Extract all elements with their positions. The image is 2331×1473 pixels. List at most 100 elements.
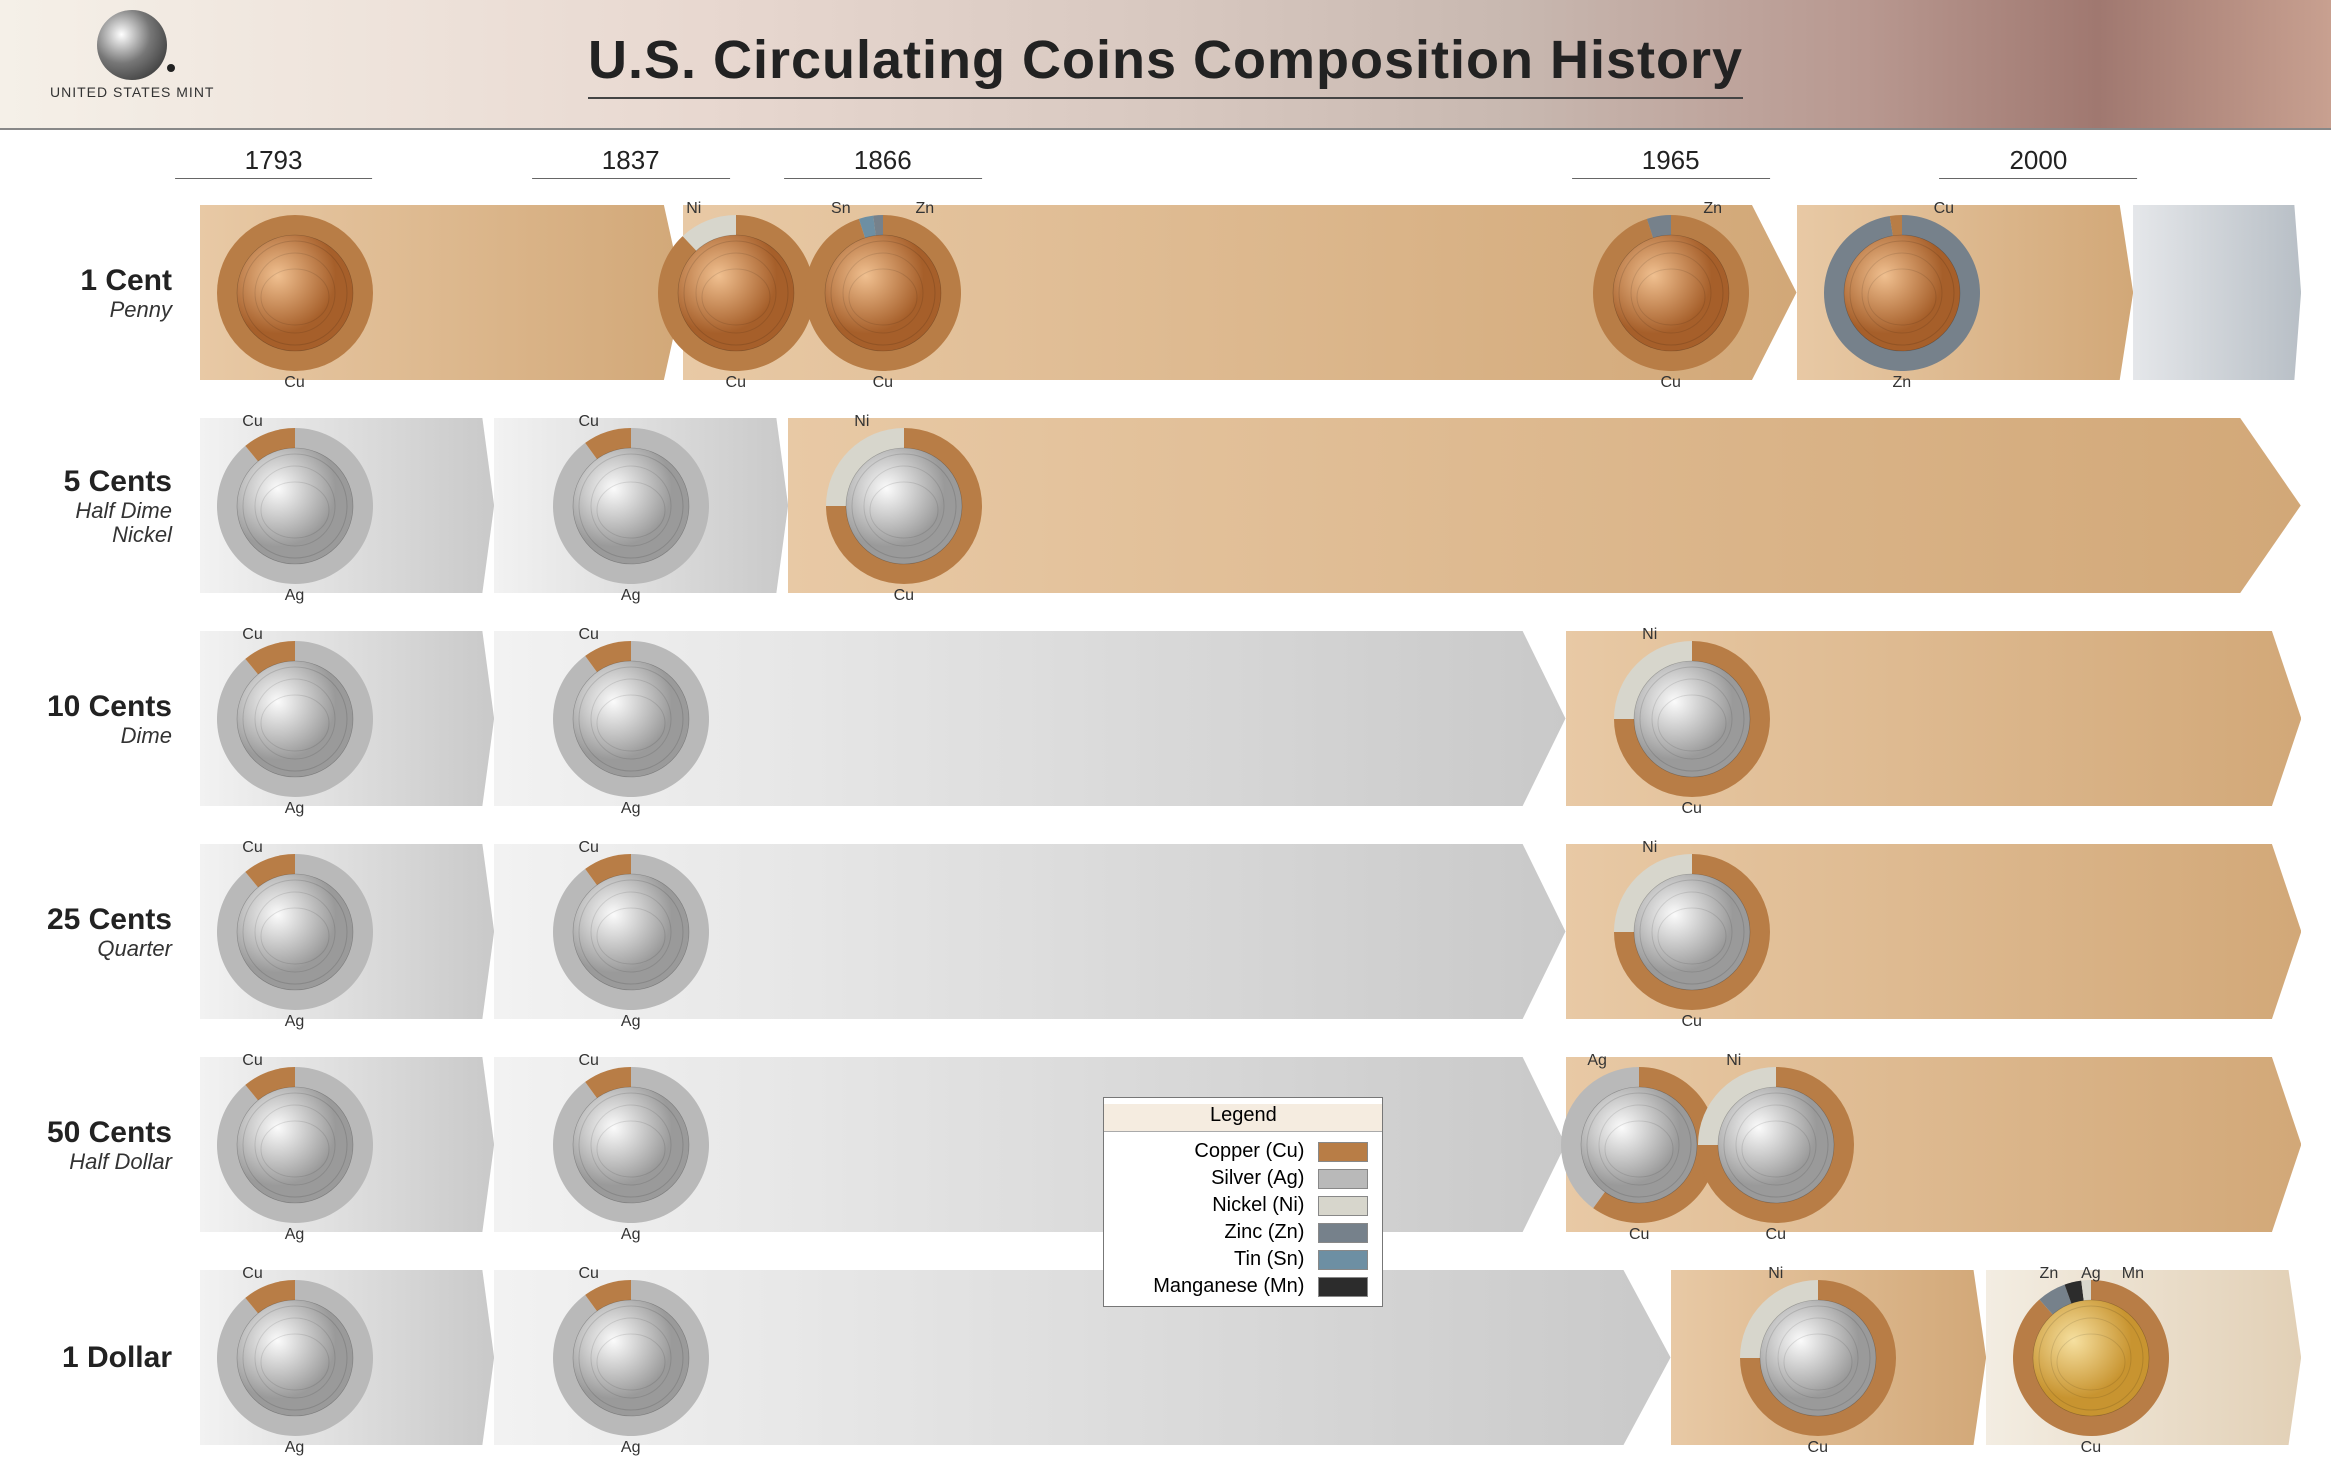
coin-row: 1 CentPenny Cu <box>0 195 2331 390</box>
element-symbol: Ag <box>621 1439 641 1457</box>
year-axis: 17931837186619652000 <box>200 145 2301 185</box>
row-track: AgCu AgCu CuNi <box>200 844 2301 1019</box>
element-symbol: Ni <box>1642 626 1657 644</box>
denom-nickname: Dime <box>0 723 172 747</box>
element-symbol: Cu <box>894 587 914 605</box>
element-symbol: Ag <box>285 1226 305 1244</box>
legend-swatch <box>1318 1196 1368 1216</box>
coin-pie: AgCu <box>551 852 711 1012</box>
element-symbol: Cu <box>578 626 598 644</box>
element-symbol: Cu <box>242 413 262 431</box>
element-symbol: Cu <box>578 413 598 431</box>
denom-nickname: Quarter <box>0 936 172 960</box>
element-symbol: Cu <box>1660 374 1680 392</box>
denom-nickname: Half DimeNickel <box>0 498 172 546</box>
coin-pie: CuNi <box>656 213 816 373</box>
element-symbol: Ag <box>621 1226 641 1244</box>
element-symbol: Ag <box>285 587 305 605</box>
legend-row: Nickel (Ni) <box>1104 1192 1382 1219</box>
element-symbol: Ag <box>621 587 641 605</box>
legend-label: Silver (Ag) <box>1211 1167 1304 1190</box>
element-symbol: Ag <box>285 1439 305 1457</box>
denom-value: 25 Cents <box>0 902 172 936</box>
coin-pie: AgCu <box>215 852 375 1012</box>
element-symbol: Sn <box>831 200 851 218</box>
legend-label: Nickel (Ni) <box>1212 1194 1304 1217</box>
coin-pie: AgCu <box>551 1065 711 1225</box>
element-symbol: Ni <box>686 200 701 218</box>
element-symbol: Ag <box>621 800 641 818</box>
denom-nickname: Penny <box>0 297 172 321</box>
coin-pie: AgCu <box>551 639 711 799</box>
coin-row: 10 CentsDime AgCu AgC <box>0 621 2331 816</box>
denom-value: 5 Cents <box>0 464 172 498</box>
coin-pie: AgCu <box>551 426 711 586</box>
legend-label: Zinc (Zn) <box>1224 1221 1304 1244</box>
legend-swatch <box>1318 1169 1368 1189</box>
element-symbol: Ag <box>285 1013 305 1031</box>
denom-value: 10 Cents <box>0 689 172 723</box>
element-symbol: Ag <box>621 1013 641 1031</box>
coin-row: 5 CentsHalf DimeNickel AgCu <box>0 408 2331 603</box>
coin-pie: AgCu <box>551 1278 711 1438</box>
element-symbol: Cu <box>242 839 262 857</box>
coin-pie: AgCu <box>215 1278 375 1438</box>
denom-value: 50 Cents <box>0 1115 172 1149</box>
denom-value: 1 Cent <box>0 263 172 297</box>
coin-pie: AgCu <box>215 426 375 586</box>
coin-pie: CuNi <box>1696 1065 1856 1225</box>
element-symbol: Cu <box>1681 800 1701 818</box>
page-title: U.S. Circulating Coins Composition Histo… <box>588 29 1743 99</box>
element-symbol: Cu <box>726 374 746 392</box>
coin-pie: Cu <box>215 213 375 373</box>
legend-row: Zinc (Zn) <box>1104 1219 1382 1246</box>
element-symbol: Ag <box>285 800 305 818</box>
row-track: Cu CuNi CuSnZn CuZn <box>200 205 2301 380</box>
element-symbol: Zn <box>2040 1265 2059 1283</box>
row-track: AgCu AgCu CuNi <box>200 631 2301 806</box>
element-symbol: Cu <box>1808 1439 1828 1457</box>
coin-pie: CuNi <box>1612 639 1772 799</box>
coin-pie: CuNi <box>824 426 984 586</box>
legend-label: Manganese (Mn) <box>1153 1275 1304 1298</box>
coin-row: 25 CentsQuarter AgCu <box>0 834 2331 1029</box>
era-arrow <box>788 418 2301 593</box>
row-label: 1 Dollar <box>0 1341 190 1375</box>
element-symbol: Ag <box>1587 1052 1607 1070</box>
year-label: 1837 <box>532 145 730 179</box>
coin-pie: CuZnAgMn <box>2011 1278 2171 1438</box>
element-symbol: Cu <box>284 374 304 392</box>
year-label: 1793 <box>175 145 373 179</box>
mint-logo: UNITED STATES MINT <box>50 10 214 100</box>
element-symbol: Ni <box>1642 839 1657 857</box>
legend-swatch <box>1318 1250 1368 1270</box>
row-label: 10 CentsDime <box>0 689 190 747</box>
coin-pie: CuNi <box>1612 852 1772 1012</box>
legend-label: Copper (Cu) <box>1194 1140 1304 1163</box>
element-symbol: Ag <box>2081 1265 2101 1283</box>
coin-pie: CuZn <box>1591 213 1751 373</box>
row-label: 50 CentsHalf Dollar <box>0 1115 190 1173</box>
year-label: 1866 <box>784 145 982 179</box>
mint-logo-icon <box>97 10 167 80</box>
timeline-area: 17931837186619652000 1 CentPenny Cu <box>0 145 2331 1456</box>
element-symbol: Cu <box>1629 1226 1649 1244</box>
legend-label: Tin (Sn) <box>1234 1248 1304 1271</box>
element-symbol: Zn <box>1892 374 1911 392</box>
row-track: AgCu AgCu CuNi <box>200 418 2301 593</box>
row-label: 5 CentsHalf DimeNickel <box>0 464 190 546</box>
row-label: 25 CentsQuarter <box>0 902 190 960</box>
element-symbol: Ni <box>1768 1265 1783 1283</box>
legend-row: Silver (Ag) <box>1104 1165 1382 1192</box>
denom-value: 1 Dollar <box>0 1341 172 1375</box>
element-symbol: Ni <box>1726 1052 1741 1070</box>
element-symbol: Zn <box>1703 200 1722 218</box>
legend-row: Manganese (Mn) <box>1104 1273 1382 1300</box>
legend-swatch <box>1318 1142 1368 1162</box>
coin-pie: CuNi <box>1738 1278 1898 1438</box>
element-symbol: Cu <box>873 374 893 392</box>
element-symbol: Cu <box>578 839 598 857</box>
element-symbol: Cu <box>2081 1439 2101 1457</box>
year-label: 1965 <box>1572 145 1770 179</box>
legend-row: Copper (Cu) <box>1104 1138 1382 1165</box>
